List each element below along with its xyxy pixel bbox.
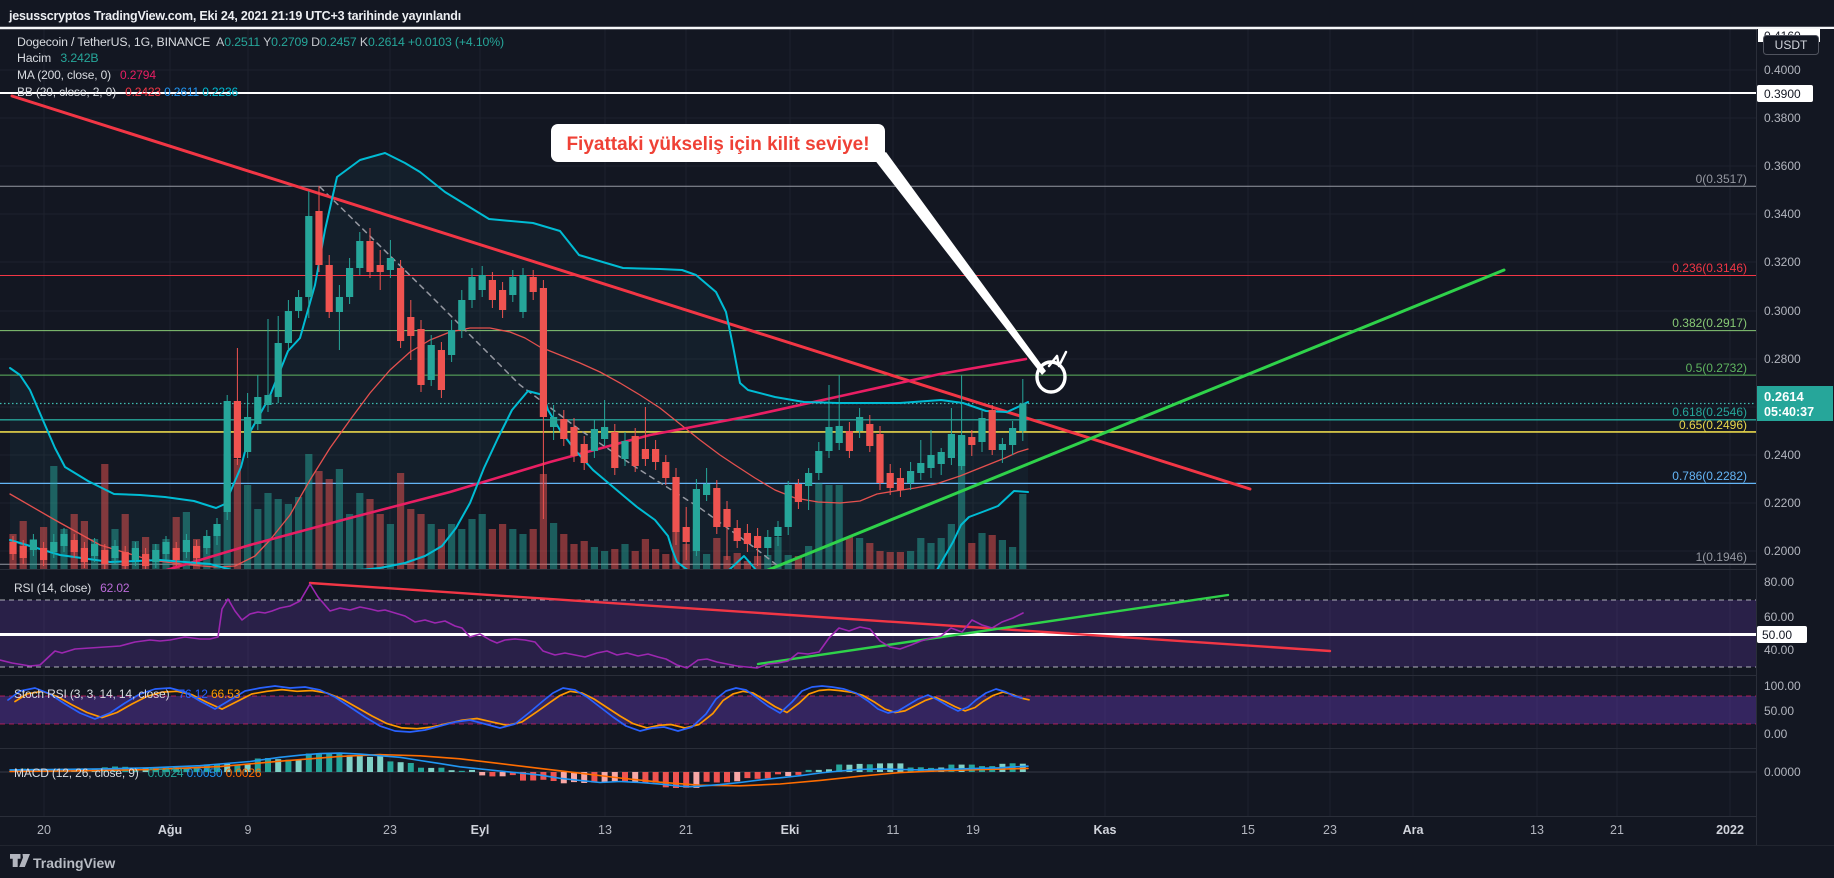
svg-text:0.00: 0.00 — [1764, 727, 1788, 741]
svg-text:RSI (14, close) 62.02: RSI (14, close) 62.02 — [14, 581, 130, 595]
svg-text:Ağu: Ağu — [158, 823, 182, 837]
svg-text:23: 23 — [1323, 823, 1337, 837]
svg-text:0.786(0.2282): 0.786(0.2282) — [1672, 469, 1747, 483]
svg-text:Stoch RSI (3, 3, 14, 14, close: Stoch RSI (3, 3, 14, 14, close) 76.12 66… — [14, 687, 241, 701]
svg-text:19: 19 — [966, 823, 980, 837]
svg-text:50.00: 50.00 — [1764, 704, 1794, 718]
svg-text:0.4000: 0.4000 — [1764, 63, 1801, 77]
svg-text:0.2200: 0.2200 — [1764, 496, 1801, 510]
svg-text:13: 13 — [1530, 823, 1544, 837]
svg-text:100.00: 100.00 — [1764, 679, 1801, 693]
svg-text:15: 15 — [1241, 823, 1255, 837]
svg-text:Eki: Eki — [781, 823, 800, 837]
svg-text:Fiyattaki yükseliş için kilit: Fiyattaki yükseliş için kilit seviye! — [566, 134, 869, 155]
svg-text:0.2400: 0.2400 — [1764, 448, 1801, 462]
svg-text:0.3600: 0.3600 — [1764, 159, 1801, 173]
svg-text:2022: 2022 — [1716, 823, 1744, 837]
svg-text:Hacim 3.242B: Hacim 3.242B — [17, 51, 98, 65]
svg-text:0.5(0.2732): 0.5(0.2732) — [1686, 361, 1747, 375]
svg-text:11: 11 — [887, 823, 900, 837]
svg-text:MA (200, close, 0) 0.2794: MA (200, close, 0) 0.2794 — [17, 68, 156, 82]
svg-text:0.3000: 0.3000 — [1764, 304, 1801, 318]
svg-text:0.382(0.2917): 0.382(0.2917) — [1672, 316, 1747, 330]
svg-text:Kas: Kas — [1094, 823, 1117, 837]
svg-text:20: 20 — [37, 823, 51, 837]
svg-text:Dogecoin / TetherUS, 1G, BINAN: Dogecoin / TetherUS, 1G, BINANCE A0.2511… — [17, 35, 504, 49]
svg-text:Ara: Ara — [1403, 823, 1425, 837]
svg-text:23: 23 — [383, 823, 397, 837]
svg-text:0(0.3517): 0(0.3517) — [1696, 172, 1747, 186]
svg-text:21: 21 — [1610, 823, 1624, 837]
svg-text:BB (20, close, 2, 0) 0.2423: BB (20, close, 2, 0) 0.2423 0.2611 0.223… — [17, 85, 238, 99]
svg-text:0.3900: 0.3900 — [1764, 87, 1801, 101]
svg-text:USDT: USDT — [1775, 38, 1808, 52]
svg-text:Eyl: Eyl — [471, 823, 490, 837]
svg-text:0.2614: 0.2614 — [1764, 389, 1805, 404]
svg-text:0.2000: 0.2000 — [1764, 544, 1801, 558]
svg-text:60.00: 60.00 — [1764, 610, 1794, 624]
svg-text:80.00: 80.00 — [1764, 575, 1794, 589]
svg-text:0.0000: 0.0000 — [1764, 765, 1801, 779]
svg-text:50.00: 50.00 — [1762, 628, 1792, 642]
svg-text:jesusscryptos TradingView.com,: jesusscryptos TradingView.com, Eki 24, 2… — [8, 9, 461, 23]
svg-text:0.2800: 0.2800 — [1764, 352, 1801, 366]
svg-text:0.65(0.2496): 0.65(0.2496) — [1679, 418, 1747, 432]
svg-text:TradingView: TradingView — [33, 855, 115, 871]
svg-text:0.3200: 0.3200 — [1764, 255, 1801, 269]
svg-text:0.3800: 0.3800 — [1764, 111, 1801, 125]
svg-text:21: 21 — [679, 823, 693, 837]
svg-text:40.00: 40.00 — [1764, 643, 1794, 657]
svg-text:13: 13 — [598, 823, 612, 837]
svg-text:0.236(0.3146): 0.236(0.3146) — [1672, 261, 1747, 275]
svg-text:0.618(0.2546): 0.618(0.2546) — [1672, 405, 1747, 419]
svg-text:05:40:37: 05:40:37 — [1764, 405, 1814, 419]
svg-text:1(0.1946): 1(0.1946) — [1696, 550, 1747, 564]
svg-text:0.3400: 0.3400 — [1764, 207, 1801, 221]
svg-text:MACD (12, 26, close, 9) 0.002: MACD (12, 26, close, 9) 0.0024 0.0050 0.… — [14, 766, 262, 780]
svg-text:9: 9 — [245, 823, 252, 837]
